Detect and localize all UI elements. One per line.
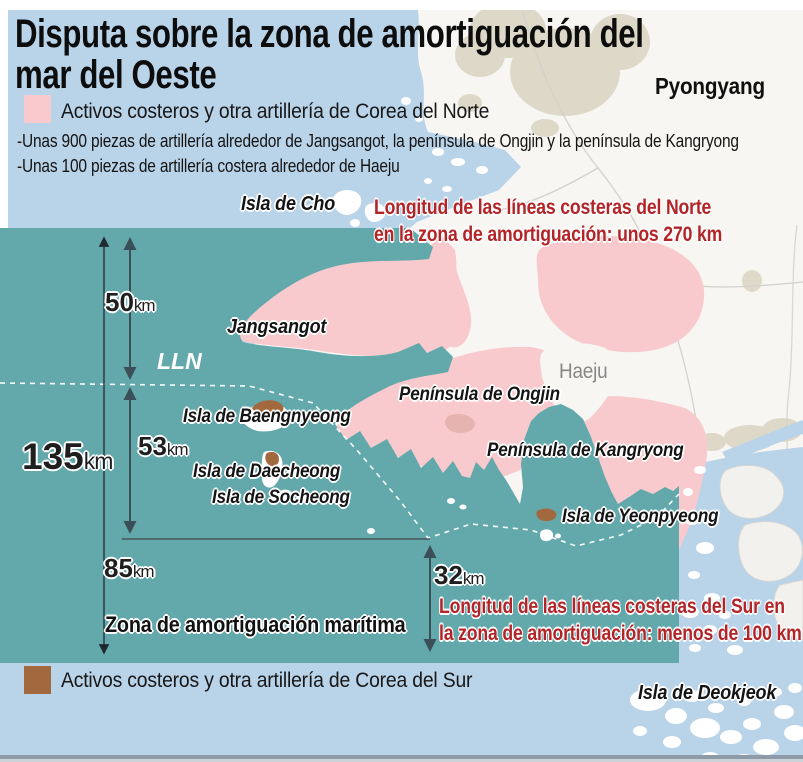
note-south-coastline: Longitud de las líneas costeras del Sur … bbox=[439, 595, 802, 645]
measurement-32km: 32km bbox=[434, 560, 485, 590]
buffer-zone bbox=[0, 228, 679, 663]
legend-south-label: Activos costeros y otra artillería de Co… bbox=[61, 668, 473, 692]
label-isla-deokjeok: Isla de Deokjeok bbox=[638, 682, 777, 704]
nll-dashed-line bbox=[0, 382, 680, 547]
measurement-53km: 53km bbox=[138, 431, 189, 461]
artillery-south-marks bbox=[252, 400, 557, 522]
label-jangsangot: Jangsangot bbox=[227, 316, 327, 338]
note-bullet-2: -Unas 100 piezas de artillería costera a… bbox=[17, 156, 400, 176]
label-isla-daecheong: Isla de Daecheong bbox=[193, 461, 341, 482]
page-title: Disputa sobre la zona de amortiguación d… bbox=[15, 14, 803, 96]
note-north-coastline: Longitud de las líneas costeras del Nort… bbox=[374, 196, 723, 246]
legend-north-swatch bbox=[24, 95, 51, 123]
title-line2: mar del Oeste bbox=[15, 53, 217, 97]
river bbox=[722, 420, 803, 462]
label-isla-baengnyeong: Isla de Baengnyeong bbox=[183, 406, 351, 427]
label-peninsula-ongjin: Península de Ongjin bbox=[399, 384, 560, 405]
label-isla-cho: Isla de Cho bbox=[241, 193, 336, 215]
label-lln: LLN bbox=[157, 348, 202, 374]
measurement-135km: 135km bbox=[22, 436, 113, 477]
note-bullet-1: -Unas 900 piezas de artillería alrededor… bbox=[17, 131, 739, 151]
label-pyongyang: Pyongyang bbox=[655, 73, 765, 99]
label-peninsula-kangryong: Península de Kangryong bbox=[487, 440, 684, 461]
label-isla-socheong: Isla de Socheong bbox=[212, 487, 350, 508]
label-buffer-zone: Zona de amortiguación marítima bbox=[105, 612, 406, 637]
title-line1: Disputa sobre la zona de amortiguación d… bbox=[15, 12, 644, 56]
legend-south-swatch bbox=[24, 666, 51, 694]
label-isla-yeonpyeong: Isla de Yeonpyeong bbox=[562, 506, 719, 527]
legend-north-label: Activos costeros y otra artillería de Co… bbox=[61, 99, 490, 123]
islands bbox=[242, 97, 803, 762]
label-haeju: Haeju bbox=[559, 360, 608, 383]
measurement-arrows bbox=[98, 236, 437, 655]
measurement-85km: 85km bbox=[104, 553, 155, 583]
measurement-50km: 50km bbox=[105, 287, 156, 317]
